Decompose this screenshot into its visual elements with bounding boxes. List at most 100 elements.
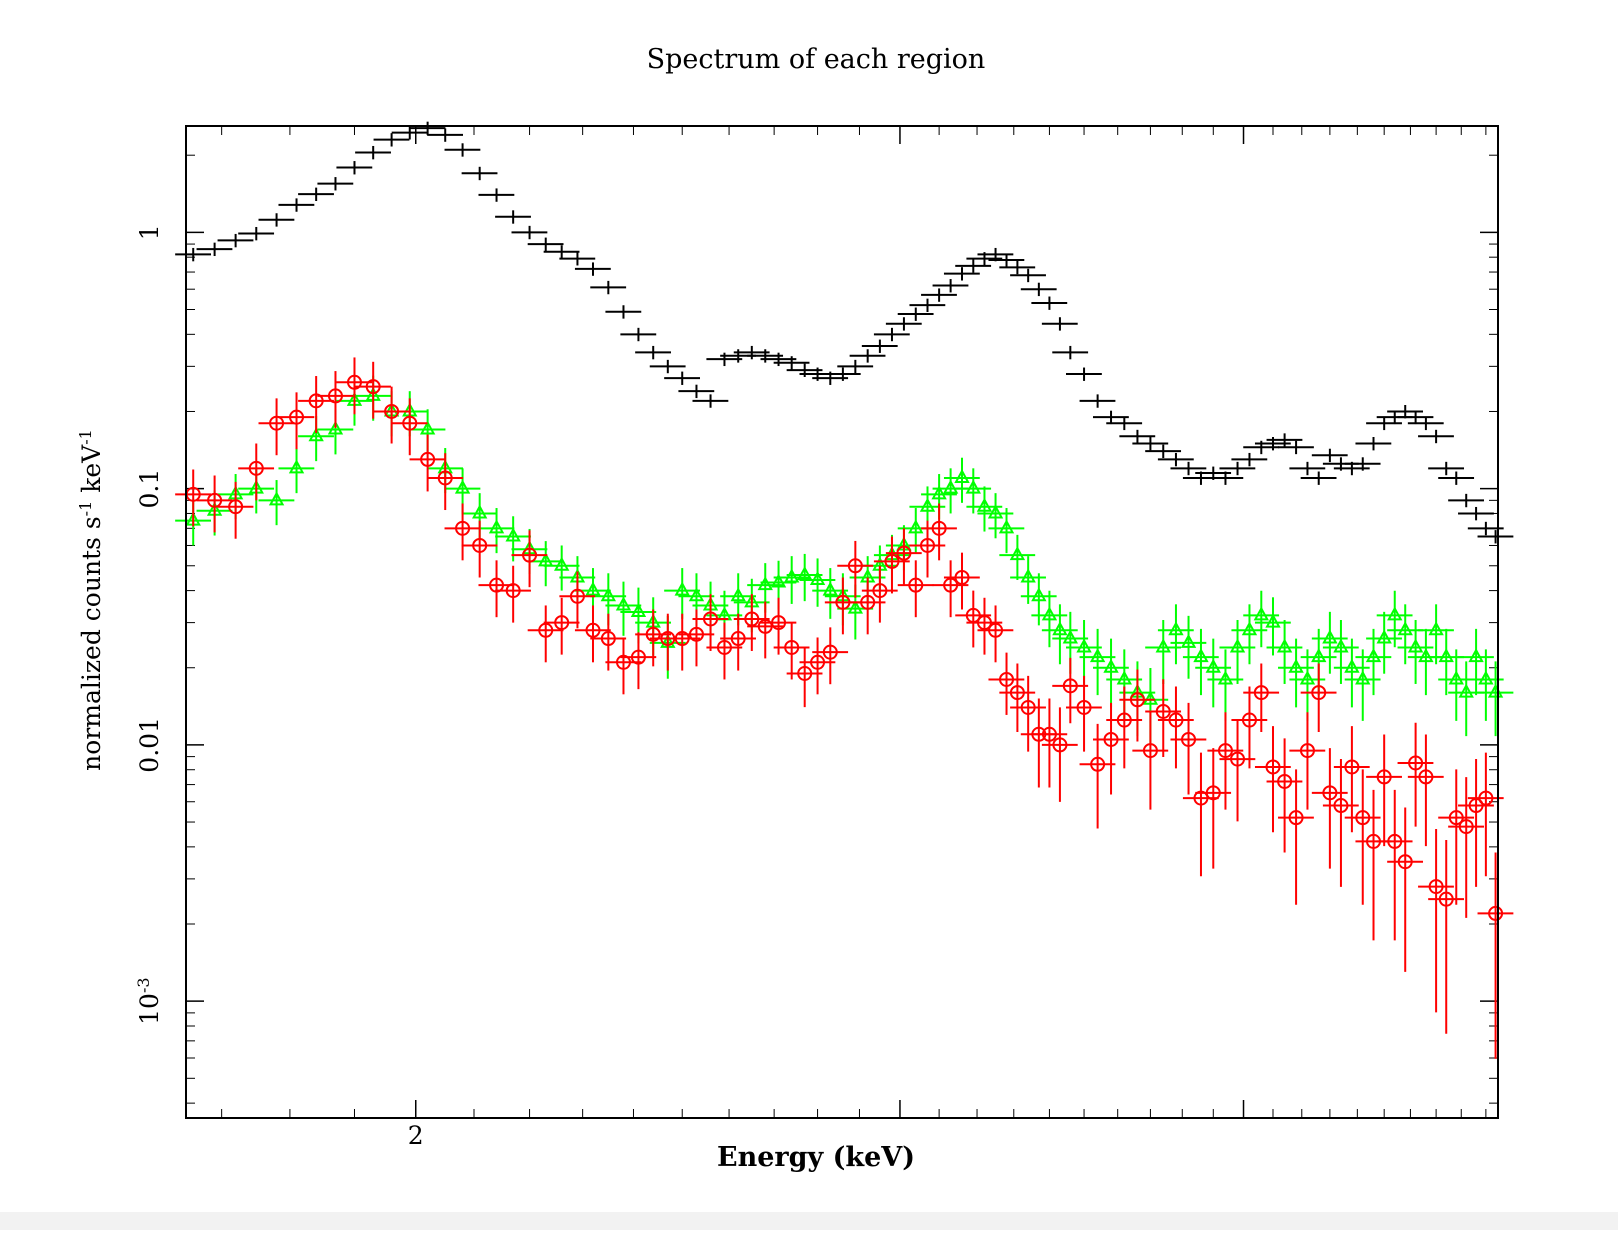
data-point — [1219, 461, 1256, 476]
data-point — [391, 398, 428, 456]
data-point — [559, 571, 596, 629]
data-point — [1418, 429, 1454, 444]
data-point — [495, 565, 531, 623]
data-point — [812, 627, 849, 685]
data-point — [478, 188, 515, 202]
data-point — [355, 145, 391, 160]
data-point — [664, 613, 701, 671]
data-point — [1458, 628, 1494, 696]
data-point — [861, 339, 898, 353]
series-circle-plus — [175, 357, 1514, 1059]
data-point — [1418, 604, 1454, 665]
data-point — [1438, 769, 1475, 905]
data-point — [1448, 777, 1484, 918]
data-point — [1157, 686, 1194, 769]
data-point — [1458, 506, 1494, 521]
data-point — [760, 352, 797, 367]
data-point — [444, 503, 481, 561]
data-point — [1092, 410, 1129, 425]
data-point — [1366, 734, 1402, 847]
data-point — [1387, 404, 1424, 419]
data-point — [258, 213, 295, 227]
data-point — [1344, 457, 1381, 471]
data-point — [1010, 268, 1046, 283]
data-point — [1407, 416, 1444, 431]
data-point — [373, 133, 410, 147]
y-axis-label: normalized counts s-1 keV-1 — [76, 429, 107, 771]
data-point — [1438, 471, 1475, 485]
data-point — [495, 210, 531, 224]
data-point — [932, 279, 969, 293]
data-point — [1079, 394, 1116, 408]
data-point — [1020, 282, 1057, 297]
data-point — [1243, 663, 1280, 733]
data-point — [664, 371, 701, 385]
data-point — [733, 345, 770, 360]
data-point — [1355, 628, 1392, 696]
data-point — [1387, 604, 1424, 665]
data-point — [461, 520, 498, 578]
y-tick-label-text: 0.01 — [135, 717, 164, 773]
axis-ticks — [186, 126, 1498, 1118]
data-point — [355, 361, 391, 419]
data-point — [1041, 604, 1078, 665]
data-point — [1397, 620, 1434, 684]
data-point — [1366, 416, 1402, 431]
data-point — [605, 581, 642, 636]
data-point — [574, 605, 611, 663]
data-point — [527, 237, 564, 251]
data-point — [196, 242, 233, 257]
plot-frame — [185, 125, 1499, 1119]
data-point — [605, 305, 642, 319]
data-point — [1031, 698, 1068, 788]
data-point — [999, 260, 1036, 275]
data-point — [1119, 429, 1156, 444]
data-point — [664, 568, 701, 619]
data-point — [258, 480, 295, 526]
data-point — [1418, 829, 1454, 1013]
data-point — [1448, 493, 1484, 508]
data-point — [373, 386, 410, 444]
data-point — [1266, 433, 1303, 447]
data-point — [1428, 461, 1465, 476]
data-point — [873, 327, 910, 342]
y-tick-label-text: 0.1 — [135, 469, 164, 509]
data-series — [175, 121, 1514, 1059]
data-point — [921, 288, 957, 302]
series-cross — [175, 121, 1514, 544]
y-tick-label: 0.01 — [135, 717, 164, 773]
y-axis-label-text: normalized counts s-1 keV-1 — [76, 429, 107, 771]
data-point — [1344, 769, 1381, 905]
x-tick-label: 2 — [408, 1121, 424, 1150]
data-point — [1207, 471, 1244, 485]
data-point — [444, 143, 481, 157]
data-point — [885, 528, 922, 586]
data-point — [1311, 448, 1348, 463]
data-point — [238, 443, 275, 501]
data-point — [1376, 789, 1413, 941]
data-point — [1065, 620, 1102, 684]
data-point — [955, 259, 992, 273]
data-point — [1397, 410, 1434, 425]
data-point — [1065, 675, 1102, 752]
data-point — [1387, 807, 1424, 972]
data-point — [692, 394, 729, 408]
data-point — [1300, 663, 1337, 733]
data-point — [1407, 734, 1444, 847]
data-point — [1052, 345, 1089, 360]
data-point — [849, 349, 886, 363]
x-axis-label: Energy (keV) — [717, 1142, 915, 1173]
data-point — [620, 632, 657, 690]
data-point — [427, 128, 464, 142]
data-point — [1355, 437, 1392, 451]
data-point — [1041, 707, 1078, 802]
data-point — [1065, 367, 1102, 381]
y-tick-label-text: 10-3 — [134, 977, 165, 1024]
chart-title: Spectrum of each region — [647, 44, 986, 75]
data-point — [511, 225, 548, 240]
data-point — [824, 367, 861, 381]
data-point — [720, 613, 756, 671]
